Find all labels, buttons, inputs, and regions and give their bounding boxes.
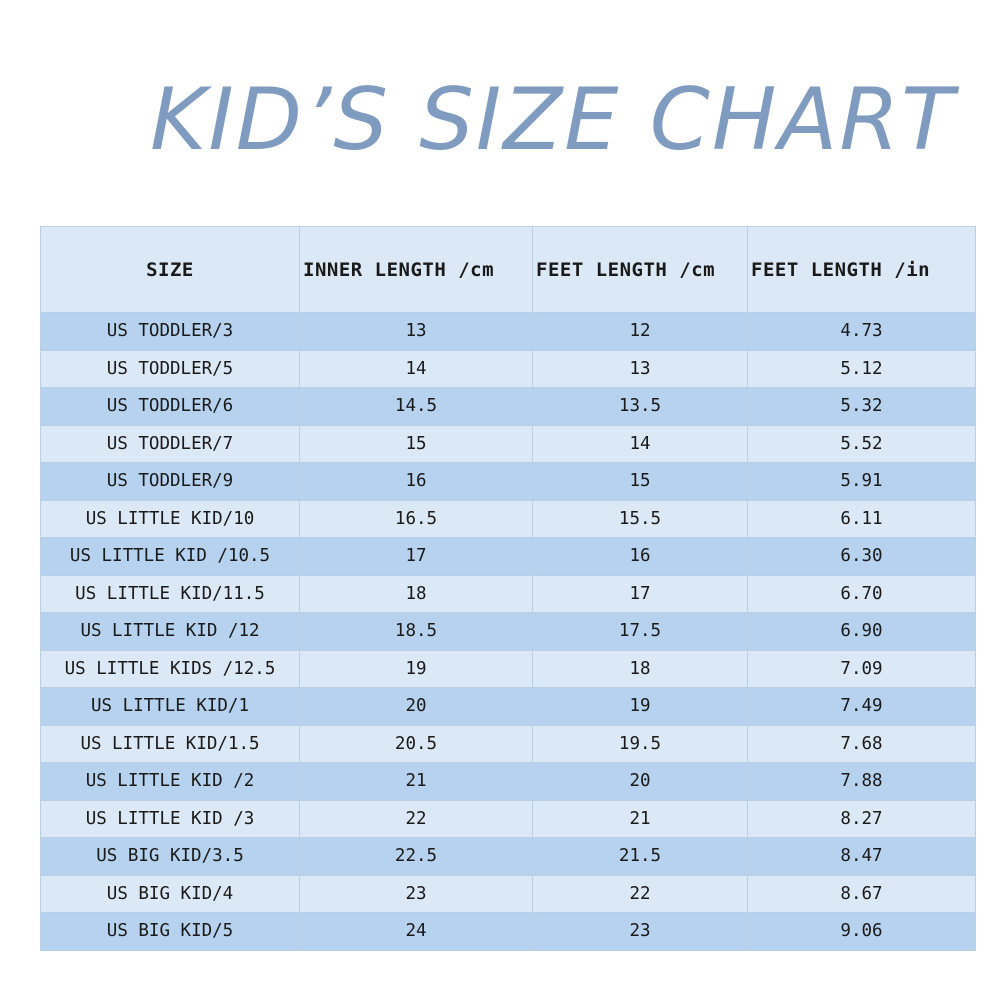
table-row: US LITTLE KIDS /12.5 19 18 7.09	[40, 649, 976, 688]
size-cell: US TODDLER/7	[40, 424, 300, 463]
size-cell: US LITTLE KID/10	[40, 499, 300, 538]
feet-length-in-cell: 9.06	[747, 912, 976, 951]
inner-length-cm-cell: 24	[299, 912, 533, 951]
feet-length-in-cell: 5.91	[747, 462, 976, 501]
size-cell: US LITTLE KID/11.5	[40, 574, 300, 613]
inner-length-cm-cell: 13	[299, 312, 533, 351]
table-row: US TODDLER/9 16 15 5.91	[40, 462, 976, 501]
table-row: US LITTLE KID /3 22 21 8.27	[40, 799, 976, 838]
feet-length-in-cell: 4.73	[747, 312, 976, 351]
feet-length-in-cell: 6.90	[747, 612, 976, 651]
size-chart-table: SIZE INNER LENGTH /cm FEET LENGTH /cm FE…	[40, 226, 976, 951]
inner-length-cm-cell: 17	[299, 537, 533, 576]
table-row: US BIG KID/3.5 22.5 21.5 8.47	[40, 837, 976, 876]
inner-length-cm-cell: 16	[299, 462, 533, 501]
inner-length-cm-cell: 20	[299, 687, 533, 726]
size-cell: US BIG KID/4	[40, 874, 300, 913]
table-row: US LITTLE KID/11.5 18 17 6.70	[40, 574, 976, 613]
inner-length-cm-cell: 22.5	[299, 837, 533, 876]
header-feet-length-in: FEET LENGTH /in	[747, 226, 976, 313]
feet-length-cm-cell: 14	[532, 424, 748, 463]
header-size: SIZE	[40, 226, 300, 313]
size-cell: US LITTLE KID/1	[40, 687, 300, 726]
inner-length-cm-cell: 15	[299, 424, 533, 463]
table-row: US LITTLE KID/1 20 19 7.49	[40, 687, 976, 726]
page-title: KID’S SIZE CHART	[150, 70, 956, 170]
inner-length-cm-cell: 14	[299, 349, 533, 388]
feet-length-cm-cell: 13	[532, 349, 748, 388]
feet-length-in-cell: 5.12	[747, 349, 976, 388]
table-row: US BIG KID/4 23 22 8.67	[40, 874, 976, 913]
feet-length-cm-cell: 17	[532, 574, 748, 613]
feet-length-in-cell: 7.68	[747, 724, 976, 763]
feet-length-in-cell: 6.70	[747, 574, 976, 613]
feet-length-cm-cell: 19.5	[532, 724, 748, 763]
feet-length-cm-cell: 17.5	[532, 612, 748, 651]
size-cell: US BIG KID/5	[40, 912, 300, 951]
table-header: SIZE INNER LENGTH /cm FEET LENGTH /cm FE…	[40, 226, 976, 313]
feet-length-in-cell: 8.27	[747, 799, 976, 838]
inner-length-cm-cell: 14.5	[299, 387, 533, 426]
size-cell: US TODDLER/6	[40, 387, 300, 426]
table-row: US LITTLE KID /2 21 20 7.88	[40, 762, 976, 801]
feet-length-cm-cell: 19	[532, 687, 748, 726]
header-inner-length-cm: INNER LENGTH /cm	[299, 226, 533, 313]
feet-length-in-cell: 7.88	[747, 762, 976, 801]
feet-length-in-cell: 5.52	[747, 424, 976, 463]
table-row: US LITTLE KID/10 16.5 15.5 6.11	[40, 499, 976, 538]
feet-length-cm-cell: 15	[532, 462, 748, 501]
feet-length-in-cell: 7.49	[747, 687, 976, 726]
table-row: US TODDLER/3 13 12 4.73	[40, 312, 976, 351]
feet-length-cm-cell: 20	[532, 762, 748, 801]
table-row: US TODDLER/7 15 14 5.52	[40, 424, 976, 463]
table-row: US LITTLE KID /12 18.5 17.5 6.90	[40, 612, 976, 651]
feet-length-cm-cell: 21.5	[532, 837, 748, 876]
inner-length-cm-cell: 21	[299, 762, 533, 801]
inner-length-cm-cell: 18.5	[299, 612, 533, 651]
feet-length-cm-cell: 15.5	[532, 499, 748, 538]
size-cell: US LITTLE KIDS /12.5	[40, 649, 300, 688]
inner-length-cm-cell: 16.5	[299, 499, 533, 538]
header-row: SIZE INNER LENGTH /cm FEET LENGTH /cm FE…	[40, 226, 976, 313]
feet-length-cm-cell: 23	[532, 912, 748, 951]
inner-length-cm-cell: 19	[299, 649, 533, 688]
feet-length-cm-cell: 22	[532, 874, 748, 913]
feet-length-in-cell: 5.32	[747, 387, 976, 426]
table-row: US TODDLER/5 14 13 5.12	[40, 349, 976, 388]
header-feet-length-cm: FEET LENGTH /cm	[532, 226, 748, 313]
size-cell: US TODDLER/3	[40, 312, 300, 351]
feet-length-in-cell: 6.11	[747, 499, 976, 538]
feet-length-in-cell: 6.30	[747, 537, 976, 576]
feet-length-in-cell: 8.67	[747, 874, 976, 913]
feet-length-cm-cell: 12	[532, 312, 748, 351]
table-row: US TODDLER/6 14.5 13.5 5.32	[40, 387, 976, 426]
feet-length-cm-cell: 16	[532, 537, 748, 576]
size-cell: US LITTLE KID/1.5	[40, 724, 300, 763]
inner-length-cm-cell: 23	[299, 874, 533, 913]
size-cell: US LITTLE KID /3	[40, 799, 300, 838]
table-body: US TODDLER/3 13 12 4.73 US TODDLER/5 14 13 5.12…	[40, 312, 976, 951]
feet-length-cm-cell: 18	[532, 649, 748, 688]
feet-length-in-cell: 7.09	[747, 649, 976, 688]
feet-length-in-cell: 8.47	[747, 837, 976, 876]
table-row: US BIG KID/5 24 23 9.06	[40, 912, 976, 951]
feet-length-cm-cell: 13.5	[532, 387, 748, 426]
size-cell: US LITTLE KID /2	[40, 762, 300, 801]
inner-length-cm-cell: 20.5	[299, 724, 533, 763]
feet-length-cm-cell: 21	[532, 799, 748, 838]
size-cell: US TODDLER/9	[40, 462, 300, 501]
inner-length-cm-cell: 18	[299, 574, 533, 613]
size-cell: US LITTLE KID /12	[40, 612, 300, 651]
table-row: US LITTLE KID /10.5 17 16 6.30	[40, 537, 976, 576]
table-row: US LITTLE KID/1.5 20.5 19.5 7.68	[40, 724, 976, 763]
size-cell: US TODDLER/5	[40, 349, 300, 388]
size-cell: US BIG KID/3.5	[40, 837, 300, 876]
size-cell: US LITTLE KID /10.5	[40, 537, 300, 576]
inner-length-cm-cell: 22	[299, 799, 533, 838]
